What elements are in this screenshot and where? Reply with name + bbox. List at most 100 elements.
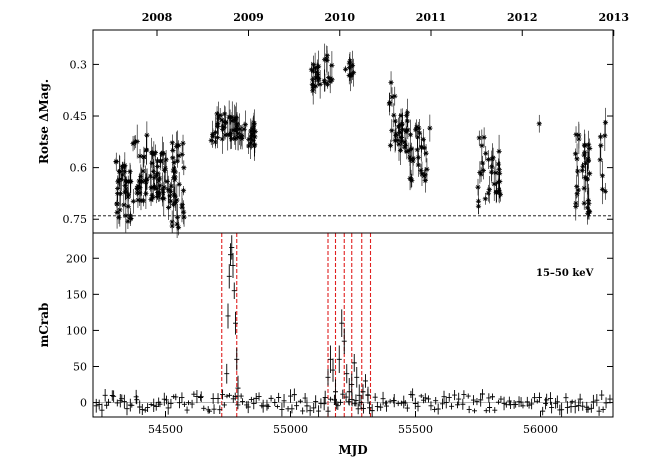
star-marker bbox=[475, 198, 482, 204]
star-marker bbox=[488, 169, 495, 175]
y-tick-label: 0.3 bbox=[70, 58, 88, 71]
optical-point bbox=[399, 132, 405, 150]
cross-marker bbox=[544, 393, 550, 406]
star-marker bbox=[115, 185, 121, 192]
star-marker bbox=[144, 132, 150, 138]
star-marker bbox=[415, 162, 421, 168]
xray-baseline-point bbox=[207, 408, 213, 414]
optical-point bbox=[140, 195, 147, 207]
cross-marker bbox=[105, 398, 111, 406]
xray-baseline-point bbox=[544, 393, 550, 406]
optical-point bbox=[179, 192, 185, 223]
xray-outburst-point bbox=[341, 328, 347, 354]
optical-point bbox=[587, 170, 593, 177]
cross-marker bbox=[365, 386, 371, 405]
optical-point bbox=[404, 115, 410, 128]
cross-marker bbox=[240, 398, 246, 405]
star-marker bbox=[160, 187, 166, 193]
star-marker bbox=[597, 157, 603, 163]
xray-baseline-point bbox=[240, 398, 246, 405]
star-marker bbox=[584, 176, 590, 182]
optical-point bbox=[225, 118, 231, 151]
optical-point bbox=[475, 187, 482, 215]
xray-outburst-point bbox=[344, 364, 350, 384]
cross-marker bbox=[548, 392, 554, 405]
cross-marker bbox=[232, 392, 238, 401]
optical-point bbox=[496, 180, 502, 204]
xray-outburst-point bbox=[354, 367, 360, 388]
cross-marker bbox=[355, 403, 361, 415]
star-marker bbox=[489, 156, 495, 162]
optical-point bbox=[121, 192, 127, 218]
optical-point bbox=[181, 160, 187, 176]
cross-marker bbox=[165, 401, 171, 415]
optical-points bbox=[113, 43, 609, 238]
star-marker bbox=[143, 147, 150, 153]
star-marker bbox=[598, 142, 604, 149]
star-marker bbox=[122, 182, 128, 188]
xray-baseline-point bbox=[133, 389, 139, 404]
xray-baseline-point bbox=[426, 395, 432, 403]
cross-marker bbox=[102, 388, 108, 402]
optical-point bbox=[346, 66, 352, 85]
star-marker bbox=[174, 197, 180, 203]
xray-baseline-point bbox=[479, 389, 485, 399]
optical-point bbox=[168, 178, 174, 194]
star-marker bbox=[235, 130, 241, 137]
optical-point bbox=[421, 170, 427, 182]
optical-point bbox=[387, 93, 393, 112]
star-marker bbox=[252, 134, 258, 140]
star-marker bbox=[475, 184, 481, 190]
xray-baseline-point bbox=[495, 399, 501, 405]
star-marker bbox=[172, 199, 179, 206]
optical-point bbox=[329, 51, 335, 80]
star-marker bbox=[496, 148, 502, 154]
star-marker bbox=[407, 157, 414, 163]
xray-points bbox=[93, 235, 613, 418]
optical-point bbox=[179, 144, 185, 164]
cross-marker bbox=[367, 401, 373, 415]
optical-point bbox=[117, 193, 123, 227]
xray-baseline-point bbox=[153, 402, 159, 411]
optical-point bbox=[392, 116, 398, 126]
xray-baseline-point bbox=[439, 398, 445, 410]
xray-baseline-point bbox=[513, 401, 519, 408]
optical-point bbox=[180, 185, 187, 196]
optical-point bbox=[574, 143, 580, 175]
star-marker bbox=[387, 142, 394, 149]
xray-baseline-point bbox=[302, 392, 308, 404]
star-marker bbox=[407, 154, 413, 160]
cross-marker bbox=[559, 402, 565, 417]
star-marker bbox=[491, 181, 497, 187]
star-marker bbox=[395, 124, 402, 130]
optical-point bbox=[172, 165, 178, 178]
xray-baseline-point bbox=[165, 401, 171, 415]
optical-point bbox=[574, 174, 580, 199]
optical-point bbox=[481, 127, 487, 148]
optical-point bbox=[214, 106, 220, 122]
cross-marker bbox=[354, 367, 360, 388]
xray-baseline-point bbox=[137, 400, 143, 414]
star-marker bbox=[597, 134, 604, 140]
optical-point bbox=[241, 121, 247, 137]
xray-baseline-point bbox=[460, 398, 466, 410]
cross-marker bbox=[336, 345, 342, 374]
xray-baseline-point bbox=[472, 408, 478, 414]
xray-baseline-point bbox=[114, 399, 120, 407]
y-tick-label: 0.6 bbox=[70, 162, 88, 175]
star-marker bbox=[167, 188, 174, 194]
star-marker bbox=[495, 161, 502, 167]
xray-baseline-point bbox=[404, 404, 410, 412]
star-marker bbox=[602, 133, 608, 139]
optical-point bbox=[143, 178, 149, 209]
cross-marker bbox=[96, 399, 102, 410]
xray-baseline-point bbox=[572, 399, 578, 414]
star-marker bbox=[152, 183, 158, 189]
optical-point bbox=[536, 114, 542, 133]
xray-baseline-point bbox=[412, 397, 418, 410]
optical-point bbox=[181, 207, 187, 227]
xray-outburst-point bbox=[229, 235, 235, 260]
cross-marker bbox=[221, 402, 227, 408]
optical-point bbox=[144, 168, 150, 190]
